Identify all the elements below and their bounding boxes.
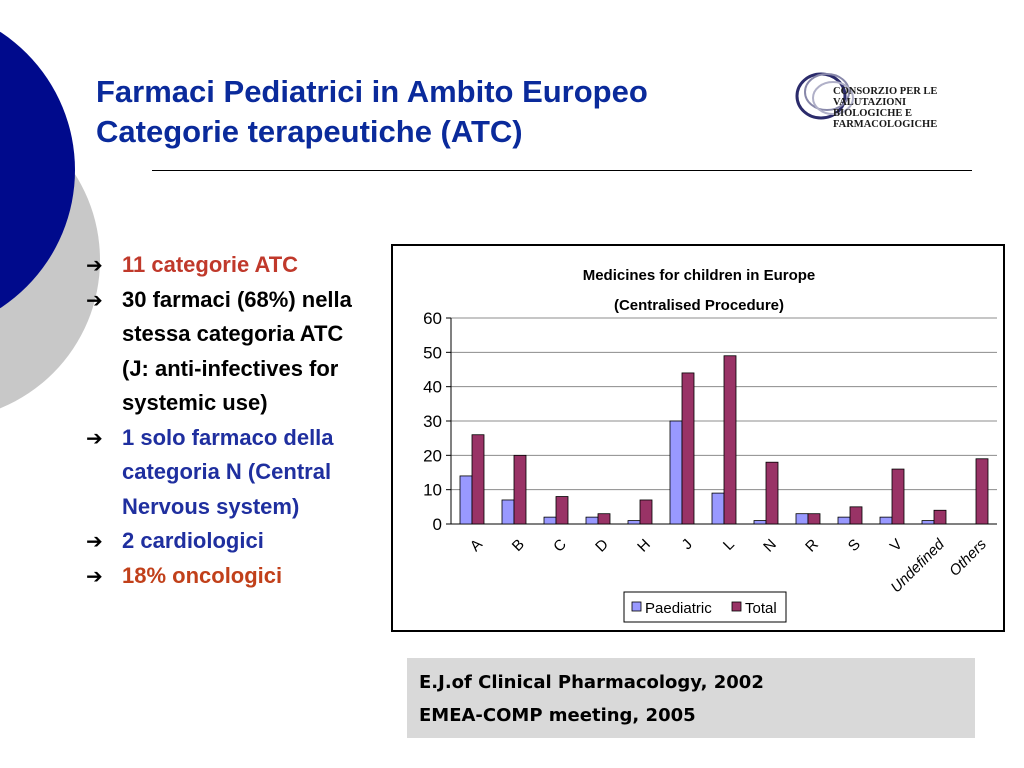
- bar-paediatric: [795, 513, 809, 525]
- bar-paediatric: [753, 520, 767, 525]
- chart-subtitle: (Centralised Procedure): [614, 297, 784, 314]
- arrow-icon: ➔: [86, 287, 103, 312]
- title-line-1: Farmaci Pediatrici in Ambito Europeo: [96, 74, 648, 109]
- x-tick-label: R: [802, 536, 822, 556]
- bar-paediatric: [669, 420, 683, 525]
- x-tick-label: N: [760, 536, 780, 556]
- logo-line-3: BIOLOGICHE E: [833, 108, 913, 119]
- title-divider: [152, 170, 972, 171]
- arrow-icon: ➔: [86, 253, 103, 277]
- y-tick-label: 40: [423, 378, 442, 397]
- bar-total: [471, 434, 485, 525]
- bullet-item: ➔ 2 cardiologici: [86, 524, 376, 559]
- x-tick-label: C: [550, 536, 570, 556]
- logo-line-1: CONSORZIO PER LE: [833, 86, 938, 97]
- bullet-item: ➔ 1 solo farmaco della categoria N (Cent…: [86, 421, 376, 525]
- arrow-icon: ➔: [86, 563, 103, 588]
- bullet-text: 30 farmaci (68%) nella stessa categoria …: [122, 286, 352, 416]
- bullet-text: 1 solo farmaco della categoria N (Centra…: [122, 424, 334, 519]
- bar-total: [891, 468, 905, 525]
- bar-total: [513, 454, 527, 525]
- x-tick-label: Others: [946, 536, 990, 580]
- x-tick-label: S: [845, 536, 864, 555]
- slide-title: Farmaci Pediatrici in Ambito Europeo Cat…: [96, 72, 796, 152]
- bullet-text: 2 cardiologici: [122, 528, 264, 553]
- y-tick-label: 60: [423, 309, 442, 328]
- y-tick-label: 0: [433, 515, 442, 534]
- bar-paediatric: [837, 516, 851, 525]
- bar-total: [849, 506, 863, 525]
- navy-circle: [0, 31, 75, 309]
- arrow-icon: ➔: [86, 529, 103, 553]
- bar-total: [723, 355, 737, 525]
- source-box: E.J.of Clinical Pharmacology, 2002 EMEA-…: [407, 658, 975, 738]
- bar-paediatric: [921, 520, 935, 525]
- arrow-icon: ➔: [86, 425, 103, 450]
- source-line-1: E.J.of Clinical Pharmacology, 2002: [419, 672, 764, 693]
- bar-total: [807, 513, 821, 525]
- bullet-text: 11 categorie ATC: [122, 252, 299, 277]
- bullet-list: ➔ 11 categorie ATC ➔ 30 farmaci (68%) ne…: [86, 248, 376, 593]
- y-tick-label: 30: [423, 412, 442, 431]
- bar-paediatric: [711, 492, 725, 525]
- bullet-item: ➔ 18% oncologici: [86, 559, 376, 594]
- x-tick-label: H: [634, 536, 654, 556]
- consortium-logo: CONSORZIO PER LE VALUTAZIONI BIOLOGICHE …: [793, 66, 943, 138]
- logo-text: CONSORZIO PER LE VALUTAZIONI BIOLOGICHE …: [833, 86, 937, 130]
- chart-title: Medicines for children in Europe: [583, 267, 816, 284]
- bar-paediatric: [627, 520, 641, 525]
- legend-swatch-total: [731, 601, 742, 612]
- bullet-text: 18% oncologici: [122, 562, 283, 588]
- source-line-2: EMEA-COMP meeting, 2005: [419, 705, 696, 726]
- title-line-2: Categorie terapeutiche (ATC): [96, 114, 523, 149]
- bullet-item: ➔ 30 farmaci (68%) nella stessa categori…: [86, 283, 376, 421]
- bar-paediatric: [459, 475, 473, 525]
- bar-total: [765, 461, 779, 525]
- x-tick-label: B: [509, 536, 528, 555]
- x-tick-label: V: [887, 536, 906, 555]
- bar-paediatric: [543, 516, 557, 525]
- logo-line-4: FARMACOLOGICHE: [833, 119, 938, 130]
- bar-total: [975, 458, 989, 525]
- bar-paediatric: [501, 499, 515, 525]
- chart-frame: Medicines for children in Europe (Central…: [391, 244, 1005, 632]
- bullet-item: ➔ 11 categorie ATC: [86, 248, 376, 283]
- bar-total: [639, 499, 653, 525]
- bar-total: [933, 509, 947, 525]
- x-tick-label: A: [467, 536, 486, 555]
- bar-paediatric: [879, 516, 893, 525]
- logo-line-2: VALUTAZIONI: [833, 97, 907, 108]
- y-tick-label: 50: [423, 343, 442, 362]
- legend-label-total: Total: [745, 600, 777, 617]
- bar-paediatric: [585, 516, 599, 525]
- logo-swirl-icon: [795, 72, 854, 120]
- x-tick-label: L: [720, 536, 738, 554]
- x-tick-label: J: [679, 536, 696, 553]
- x-tick-label: D: [592, 536, 612, 556]
- y-tick-label: 10: [423, 481, 442, 500]
- bar-total: [681, 372, 695, 525]
- bar-total: [555, 496, 569, 525]
- bar-chart: Medicines for children in Europe (Central…: [423, 267, 997, 623]
- y-tick-label: 20: [423, 446, 442, 465]
- bar-total: [597, 513, 611, 525]
- legend-label-paediatric: Paediatric: [645, 600, 712, 617]
- decorative-circles: [0, 31, 100, 409]
- legend-box: [623, 591, 787, 623]
- legend-swatch-paediatric: [631, 601, 642, 612]
